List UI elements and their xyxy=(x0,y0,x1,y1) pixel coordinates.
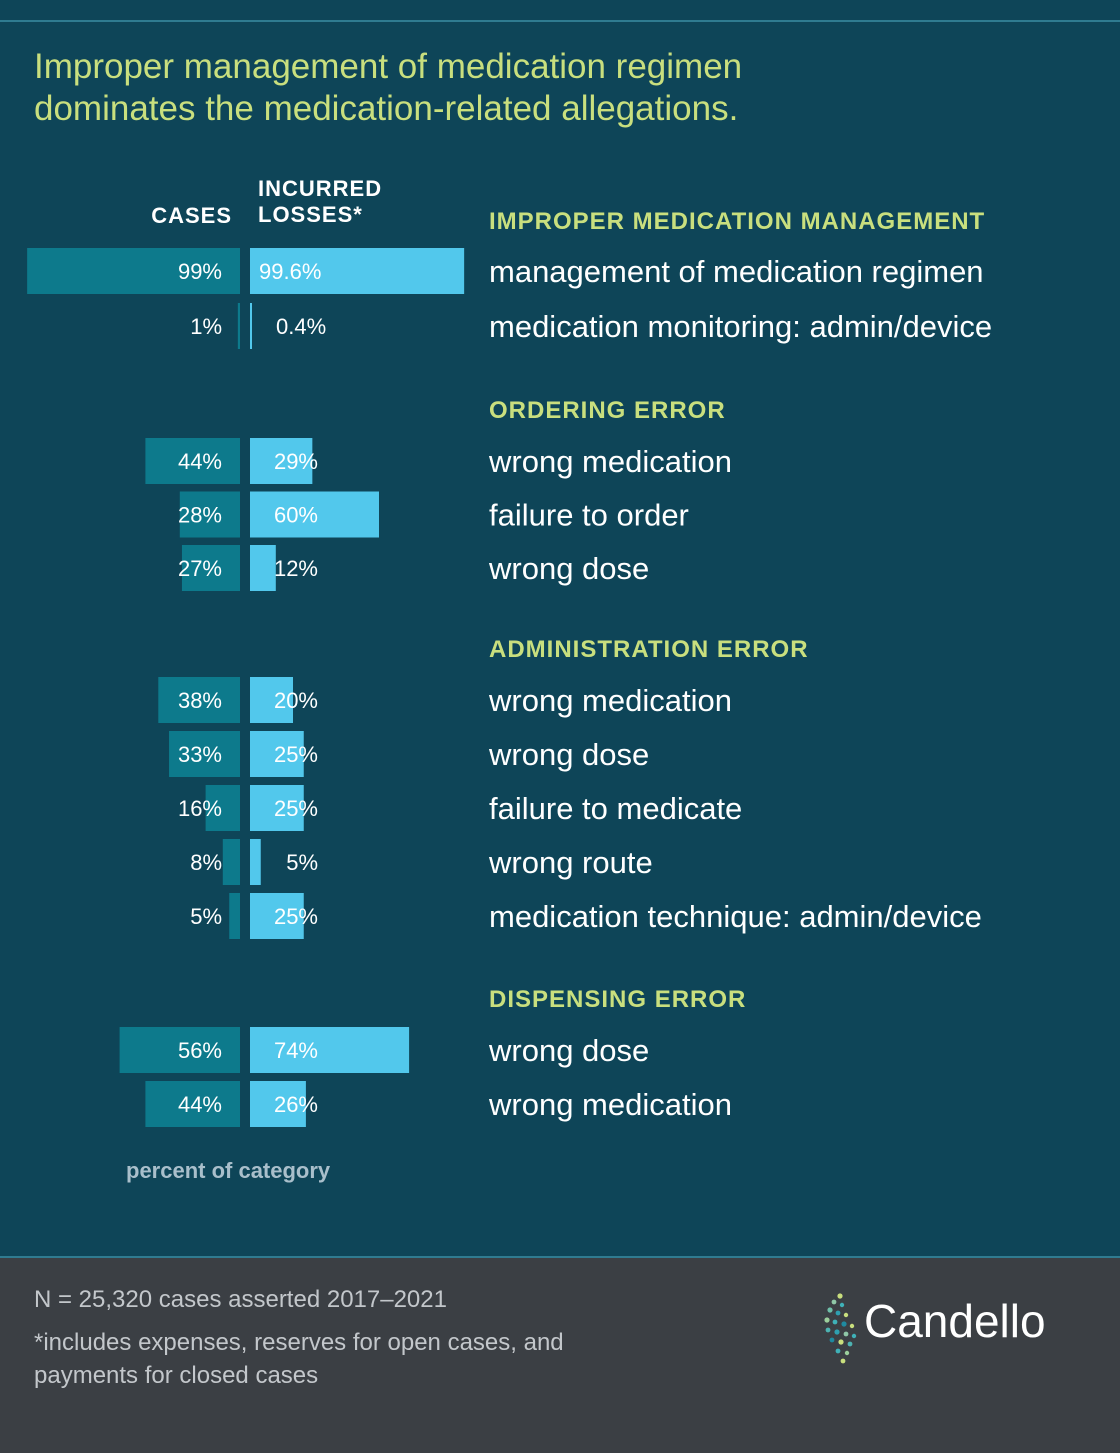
row-label: wrong medication xyxy=(488,444,732,479)
cases-bar xyxy=(222,839,240,885)
cases-bar xyxy=(179,491,240,538)
losses-bar xyxy=(250,248,465,294)
losses-bar xyxy=(250,545,276,591)
candello-logo-mark xyxy=(824,1293,857,1364)
losses-value-label: 29% xyxy=(274,449,318,474)
row-label: wrong medication xyxy=(488,1087,732,1122)
cases-bar xyxy=(119,1027,240,1073)
footer: N = 25,320 cases asserted 2017–2021 *inc… xyxy=(0,1256,1120,1453)
cases-value-label: 44% xyxy=(178,449,222,474)
group-title: DISPENSING ERROR xyxy=(489,986,746,1013)
losses-value-label: 20% xyxy=(274,688,318,713)
losses-bar xyxy=(250,491,379,538)
candello-logo-text: Candello xyxy=(864,1295,1046,1347)
row-label: management of medication regimen xyxy=(489,254,984,289)
cases-value-label: 1% xyxy=(190,314,222,339)
cases-value-label: 99% xyxy=(178,259,222,284)
losses-value-label: 12% xyxy=(274,556,318,581)
row-label: wrong dose xyxy=(488,551,649,586)
losses-value-label: 60% xyxy=(274,503,318,528)
cases-value-label: 56% xyxy=(178,1038,222,1063)
group-title: IMPROPER MEDICATION MANAGEMENT xyxy=(489,208,985,235)
group-title: ORDERING ERROR xyxy=(489,397,726,424)
cases-bar xyxy=(229,893,240,939)
cases-value-label: 27% xyxy=(178,556,222,581)
cases-bar xyxy=(181,545,240,591)
top-divider xyxy=(0,20,1120,22)
cases-value-label: 28% xyxy=(178,503,222,528)
losses-header-line-2: LOSSES* xyxy=(258,202,363,227)
cases-value-label: 38% xyxy=(178,688,222,713)
losses-footnote: *includes expenses, reserves for open ca… xyxy=(34,1329,564,1389)
losses-bar xyxy=(250,303,252,349)
losses-value-label: 25% xyxy=(274,904,318,929)
losses-value-label: 0.4% xyxy=(276,314,326,339)
row-label: wrong medication xyxy=(488,683,732,718)
cases-bar xyxy=(169,731,240,777)
row-label: medication monitoring: admin/device xyxy=(489,309,992,344)
row-label: medication technique: admin/device xyxy=(489,899,982,934)
cases-bar xyxy=(145,438,240,484)
chart-title-line-2: dominates the medication-related allegat… xyxy=(34,89,739,128)
losses-bar xyxy=(250,839,261,885)
losses-value-label: 99.6% xyxy=(259,259,321,284)
losses-bar xyxy=(250,893,304,939)
losses-column-header: INCURRED LOSSES* xyxy=(258,176,458,228)
losses-value-label: 25% xyxy=(274,796,318,821)
chart-title-line-1: Improper management of medication regime… xyxy=(34,47,743,86)
cases-value-label: 16% xyxy=(178,796,222,821)
row-label: wrong dose xyxy=(488,737,649,772)
losses-value-label: 5% xyxy=(286,850,318,875)
cases-column-header: CASES xyxy=(151,203,232,228)
cases-value-label: 44% xyxy=(178,1092,222,1117)
losses-bar xyxy=(250,1027,410,1073)
sample-size-note: N = 25,320 cases asserted 2017–2021 xyxy=(34,1286,447,1313)
cases-value-label: 8% xyxy=(190,850,222,875)
row-label: failure to medicate xyxy=(489,791,742,826)
losses-bar xyxy=(250,731,304,777)
cases-bar xyxy=(145,1081,240,1127)
losses-value-label: 74% xyxy=(274,1038,318,1063)
chart-title: Improper management of medication regime… xyxy=(34,46,1094,130)
losses-bar xyxy=(250,677,293,723)
butterfly-bar-chart: IMPROPER MEDICATION MANAGEMENT 99% 99.6% ma… xyxy=(27,208,992,1127)
losses-bar xyxy=(250,785,304,831)
row-label: failure to order xyxy=(489,498,689,533)
cases-bar xyxy=(237,303,240,349)
group-title: ADMINISTRATION ERROR xyxy=(489,636,809,663)
cases-bar xyxy=(158,677,240,723)
row-label: wrong route xyxy=(488,845,653,880)
cases-bar xyxy=(205,785,240,831)
candello-logo: Candello xyxy=(818,1286,1088,1366)
cases-value-label: 5% xyxy=(190,904,222,929)
row-label: wrong dose xyxy=(488,1033,649,1068)
cases-value-label: 33% xyxy=(178,742,222,767)
losses-header-line-1: INCURRED xyxy=(258,176,383,201)
axis-note: percent of category xyxy=(126,1158,331,1183)
losses-value-label: 26% xyxy=(274,1092,318,1117)
cases-bar xyxy=(27,248,241,294)
losses-value-label: 25% xyxy=(274,742,318,767)
losses-bar xyxy=(250,438,313,484)
losses-bar xyxy=(250,1081,306,1127)
